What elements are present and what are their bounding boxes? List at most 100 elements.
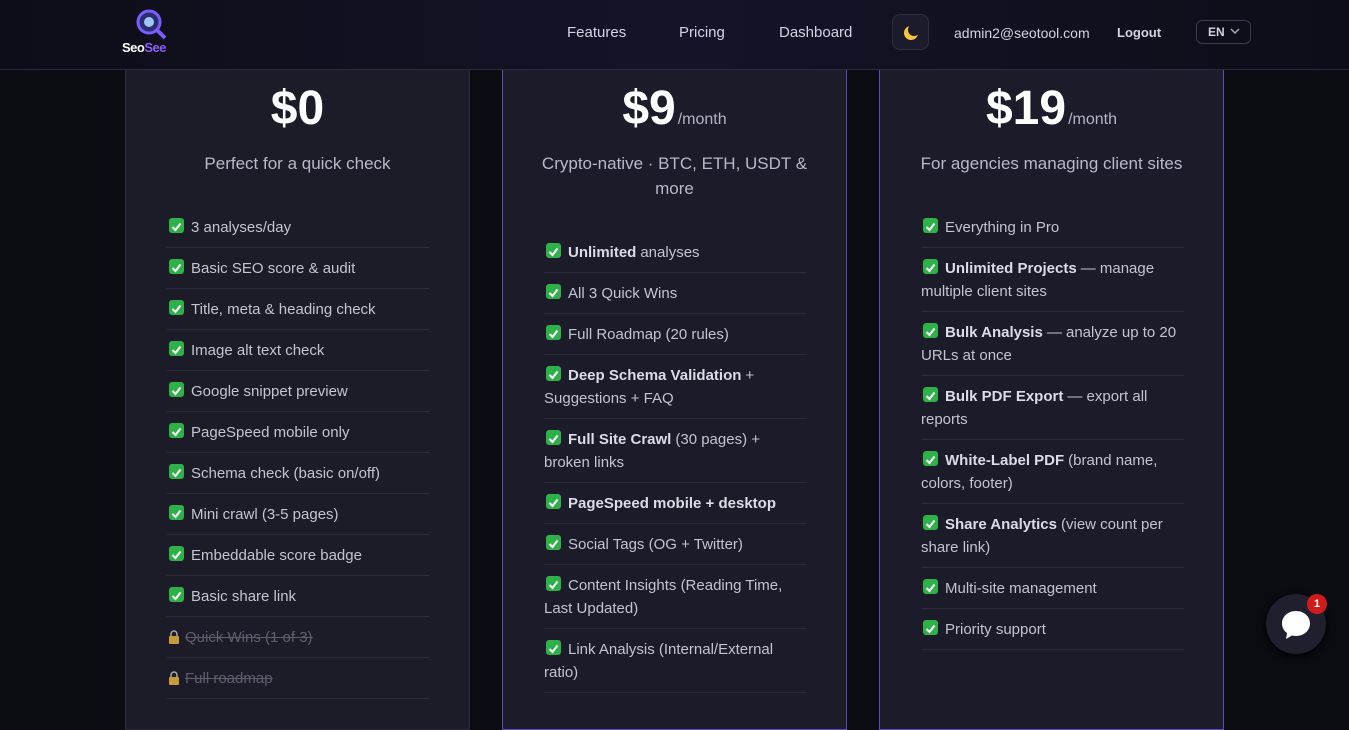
price-amount: $0	[270, 82, 325, 135]
check-icon	[546, 242, 561, 258]
price-amount: $9	[622, 82, 676, 135]
feature-item: White-Label PDF (brand name, colors, foot…	[921, 440, 1184, 504]
user-email: admin2@seotool.com	[954, 25, 1090, 41]
check-icon	[169, 217, 184, 233]
theme-toggle[interactable]	[892, 14, 929, 50]
check-icon	[923, 450, 938, 466]
logo-icon	[136, 9, 167, 40]
feature-text: Priority support	[945, 620, 1046, 638]
check-icon	[546, 429, 561, 445]
pricing-card: $0 Perfect for a quick check 3 analyses/da…	[125, 30, 470, 730]
feature-text: PageSpeed mobile only	[191, 423, 350, 441]
feature-text: — analyze up to 20 URLs at once	[921, 323, 1177, 364]
feature-text: Multi-site management	[945, 579, 1097, 597]
check-icon	[169, 340, 184, 356]
price-period: /month	[1068, 111, 1117, 128]
feature-text: Everything in Pro	[945, 218, 1060, 236]
check-icon	[546, 493, 561, 509]
feature-item: Google snippet preview	[167, 371, 430, 412]
feature-text: Content Insights (Reading Time, Last Upd…	[544, 576, 783, 617]
feature-item: PageSpeed mobile only	[167, 412, 430, 453]
lock-icon	[169, 670, 179, 685]
feature-text: Basic SEO score & audit	[191, 259, 356, 277]
feature-item: Full Site Crawl (30 pages) + broken links	[544, 419, 807, 483]
feature-item: Content Insights (Reading Time, Last Upd…	[544, 565, 807, 629]
plan-subtitle: Perfect for a quick check	[204, 154, 391, 173]
chat-badge: 1	[1307, 594, 1327, 614]
feature-highlight: Share Analytics	[945, 515, 1057, 533]
feature-highlight: Bulk PDF Export	[945, 387, 1064, 405]
language-select[interactable]: EN	[1196, 20, 1251, 44]
feature-text: Basic share link	[191, 587, 297, 605]
feature-item: Multi-site management	[921, 568, 1184, 609]
nav-link[interactable]: Pricing	[679, 24, 725, 41]
feature-item: Unlimited Projects — manage multiple clie…	[921, 248, 1184, 312]
feature-highlight: Deep Schema Validation	[568, 366, 742, 384]
feature-item: All 3 Quick Wins	[544, 273, 807, 314]
check-icon	[169, 504, 184, 520]
locked-feature: Quick Wins (1 of 3)	[167, 617, 430, 658]
feature-item: Unlimited analyses	[544, 232, 807, 273]
chevron	[1230, 28, 1240, 35]
feature-text: Social Tags (OG + Twitter)	[568, 535, 743, 553]
feature-text: Quick Wins (1 of 3)	[185, 628, 313, 646]
check-icon	[169, 545, 184, 561]
check-icon	[546, 365, 561, 381]
feature-text: (30 pages) + broken links	[544, 430, 760, 471]
feature-text: All 3 Quick Wins	[568, 284, 678, 302]
feature-highlight: Unlimited Projects	[945, 259, 1077, 277]
feature-item: Social Tags (OG + Twitter)	[544, 524, 807, 565]
check-icon	[923, 322, 938, 338]
check-icon	[169, 258, 184, 274]
feature-text: Mini crawl (3-5 pages)	[191, 505, 339, 523]
lock-icon	[169, 629, 179, 644]
feature-item: Everything in Pro	[921, 207, 1184, 248]
feature-text: Link Analysis (Internal/External ratio)	[544, 640, 774, 681]
feature-text: Full Roadmap (20 rules)	[568, 325, 729, 343]
feature-item: Full Roadmap (20 rules)	[544, 314, 807, 355]
logo[interactable]: SeoSee	[120, 8, 180, 58]
check-icon	[546, 639, 561, 655]
plan-subtitle: For agencies managing client sites	[920, 154, 1183, 173]
locked-feature: Full roadmap	[167, 658, 430, 699]
moon-icon	[904, 24, 920, 40]
logo-text: See	[144, 40, 166, 55]
logo-text: Seo	[122, 40, 145, 55]
check-icon	[923, 386, 938, 402]
feature-item: Basic share link	[167, 576, 430, 617]
check-icon	[923, 619, 938, 635]
price: $19/month	[880, 81, 1223, 137]
feature-text: analyses	[640, 243, 700, 261]
nav-link[interactable]: Dashboard	[779, 24, 853, 41]
check-icon	[923, 258, 938, 274]
feature-text: Google snippet preview	[191, 382, 348, 400]
feature-highlight: PageSpeed mobile + desktop	[568, 494, 776, 512]
plan-subtitle: Crypto-native · BTC, ETH, USDT & more	[541, 154, 808, 198]
check-icon	[546, 324, 561, 340]
feature-highlight: White-Label PDF	[945, 451, 1065, 469]
price: $0	[126, 81, 469, 137]
feature-highlight: Bulk Analysis	[945, 323, 1043, 341]
nav-link[interactable]: Features	[567, 24, 627, 41]
logout-button[interactable]: Logout	[1117, 25, 1162, 40]
feature-item: 3 analyses/day	[167, 207, 430, 248]
price: $9/month	[503, 81, 846, 137]
check-icon	[923, 514, 938, 530]
feature-text: (view count per share link)	[921, 515, 1163, 556]
check-icon	[169, 586, 184, 602]
feature-text: — export all reports	[921, 387, 1148, 428]
feature-item: Deep Schema Validation + Suggestions + FA…	[544, 355, 807, 419]
navbar: SeoSee Features Pricing Dashboard admin2…	[0, 0, 1349, 70]
feature-item: Schema check (basic on/off)	[167, 453, 430, 494]
price-amount: $19	[985, 82, 1067, 135]
feature-text: 3 analyses/day	[191, 218, 292, 236]
check-icon	[169, 299, 184, 315]
chat-icon	[1282, 611, 1310, 639]
feature-item: Basic SEO score & audit	[167, 248, 430, 289]
feature-item: Priority support	[921, 609, 1184, 650]
feature-list: Unlimited analyses All 3 Quick Wins Full Ro…	[544, 232, 807, 693]
feature-item: Title, meta & heading check	[167, 289, 430, 330]
feature-text: + Suggestions + FAQ	[544, 366, 755, 407]
feature-text: Image alt text check	[191, 341, 325, 359]
check-icon	[923, 578, 938, 594]
